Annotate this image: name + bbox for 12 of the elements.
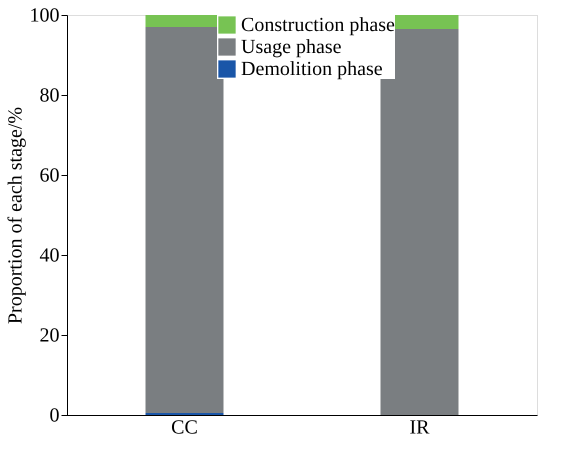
y-tick-label: 40 [40, 244, 60, 266]
y-tick-label: 100 [30, 4, 60, 26]
y-tick-label: 80 [40, 84, 60, 106]
x-tick-label: CC [171, 416, 198, 438]
y-axis-title: Proportion of each stage/% [4, 106, 26, 324]
x-tick-label: IR [410, 416, 430, 438]
y-tick-label: 60 [40, 164, 60, 186]
legend-label: Usage phase [241, 36, 342, 58]
legend-label: Construction phase [241, 14, 395, 36]
y-tick-label: 20 [40, 324, 60, 346]
legend-label: Demolition phase [241, 58, 383, 80]
y-tick-label: 0 [50, 404, 60, 426]
